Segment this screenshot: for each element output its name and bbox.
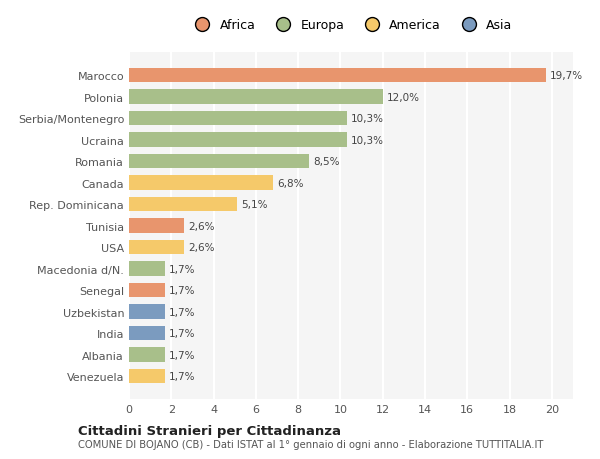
Bar [129, 90, 383, 105]
Bar [129, 326, 165, 341]
Bar [129, 68, 545, 83]
Bar [129, 262, 165, 276]
Text: 10,3%: 10,3% [351, 114, 384, 124]
Bar [129, 112, 347, 126]
Text: Cittadini Stranieri per Cittadinanza: Cittadini Stranieri per Cittadinanza [78, 424, 341, 437]
Text: 1,7%: 1,7% [169, 350, 196, 360]
Text: 2,6%: 2,6% [188, 242, 215, 252]
Legend: Africa, Europa, America, Asia: Africa, Europa, America, Asia [185, 14, 517, 37]
Text: 1,7%: 1,7% [169, 328, 196, 338]
Text: 1,7%: 1,7% [169, 285, 196, 296]
Text: 5,1%: 5,1% [241, 200, 268, 210]
Bar [129, 154, 309, 169]
Text: 1,7%: 1,7% [169, 264, 196, 274]
Bar [129, 219, 184, 233]
Bar [129, 133, 347, 147]
Bar [129, 197, 237, 212]
Text: 10,3%: 10,3% [351, 135, 384, 145]
Bar [129, 347, 165, 362]
Text: 1,7%: 1,7% [169, 371, 196, 381]
Bar [129, 305, 165, 319]
Text: 19,7%: 19,7% [550, 71, 583, 81]
Bar [129, 240, 184, 255]
Bar [129, 176, 273, 190]
Bar [129, 283, 165, 298]
Text: 6,8%: 6,8% [277, 178, 304, 188]
Bar [129, 369, 165, 384]
Text: 1,7%: 1,7% [169, 307, 196, 317]
Text: COMUNE DI BOJANO (CB) - Dati ISTAT al 1° gennaio di ogni anno - Elaborazione TUT: COMUNE DI BOJANO (CB) - Dati ISTAT al 1°… [78, 440, 544, 449]
Text: 12,0%: 12,0% [387, 92, 420, 102]
Text: 2,6%: 2,6% [188, 221, 215, 231]
Text: 8,5%: 8,5% [313, 157, 340, 167]
